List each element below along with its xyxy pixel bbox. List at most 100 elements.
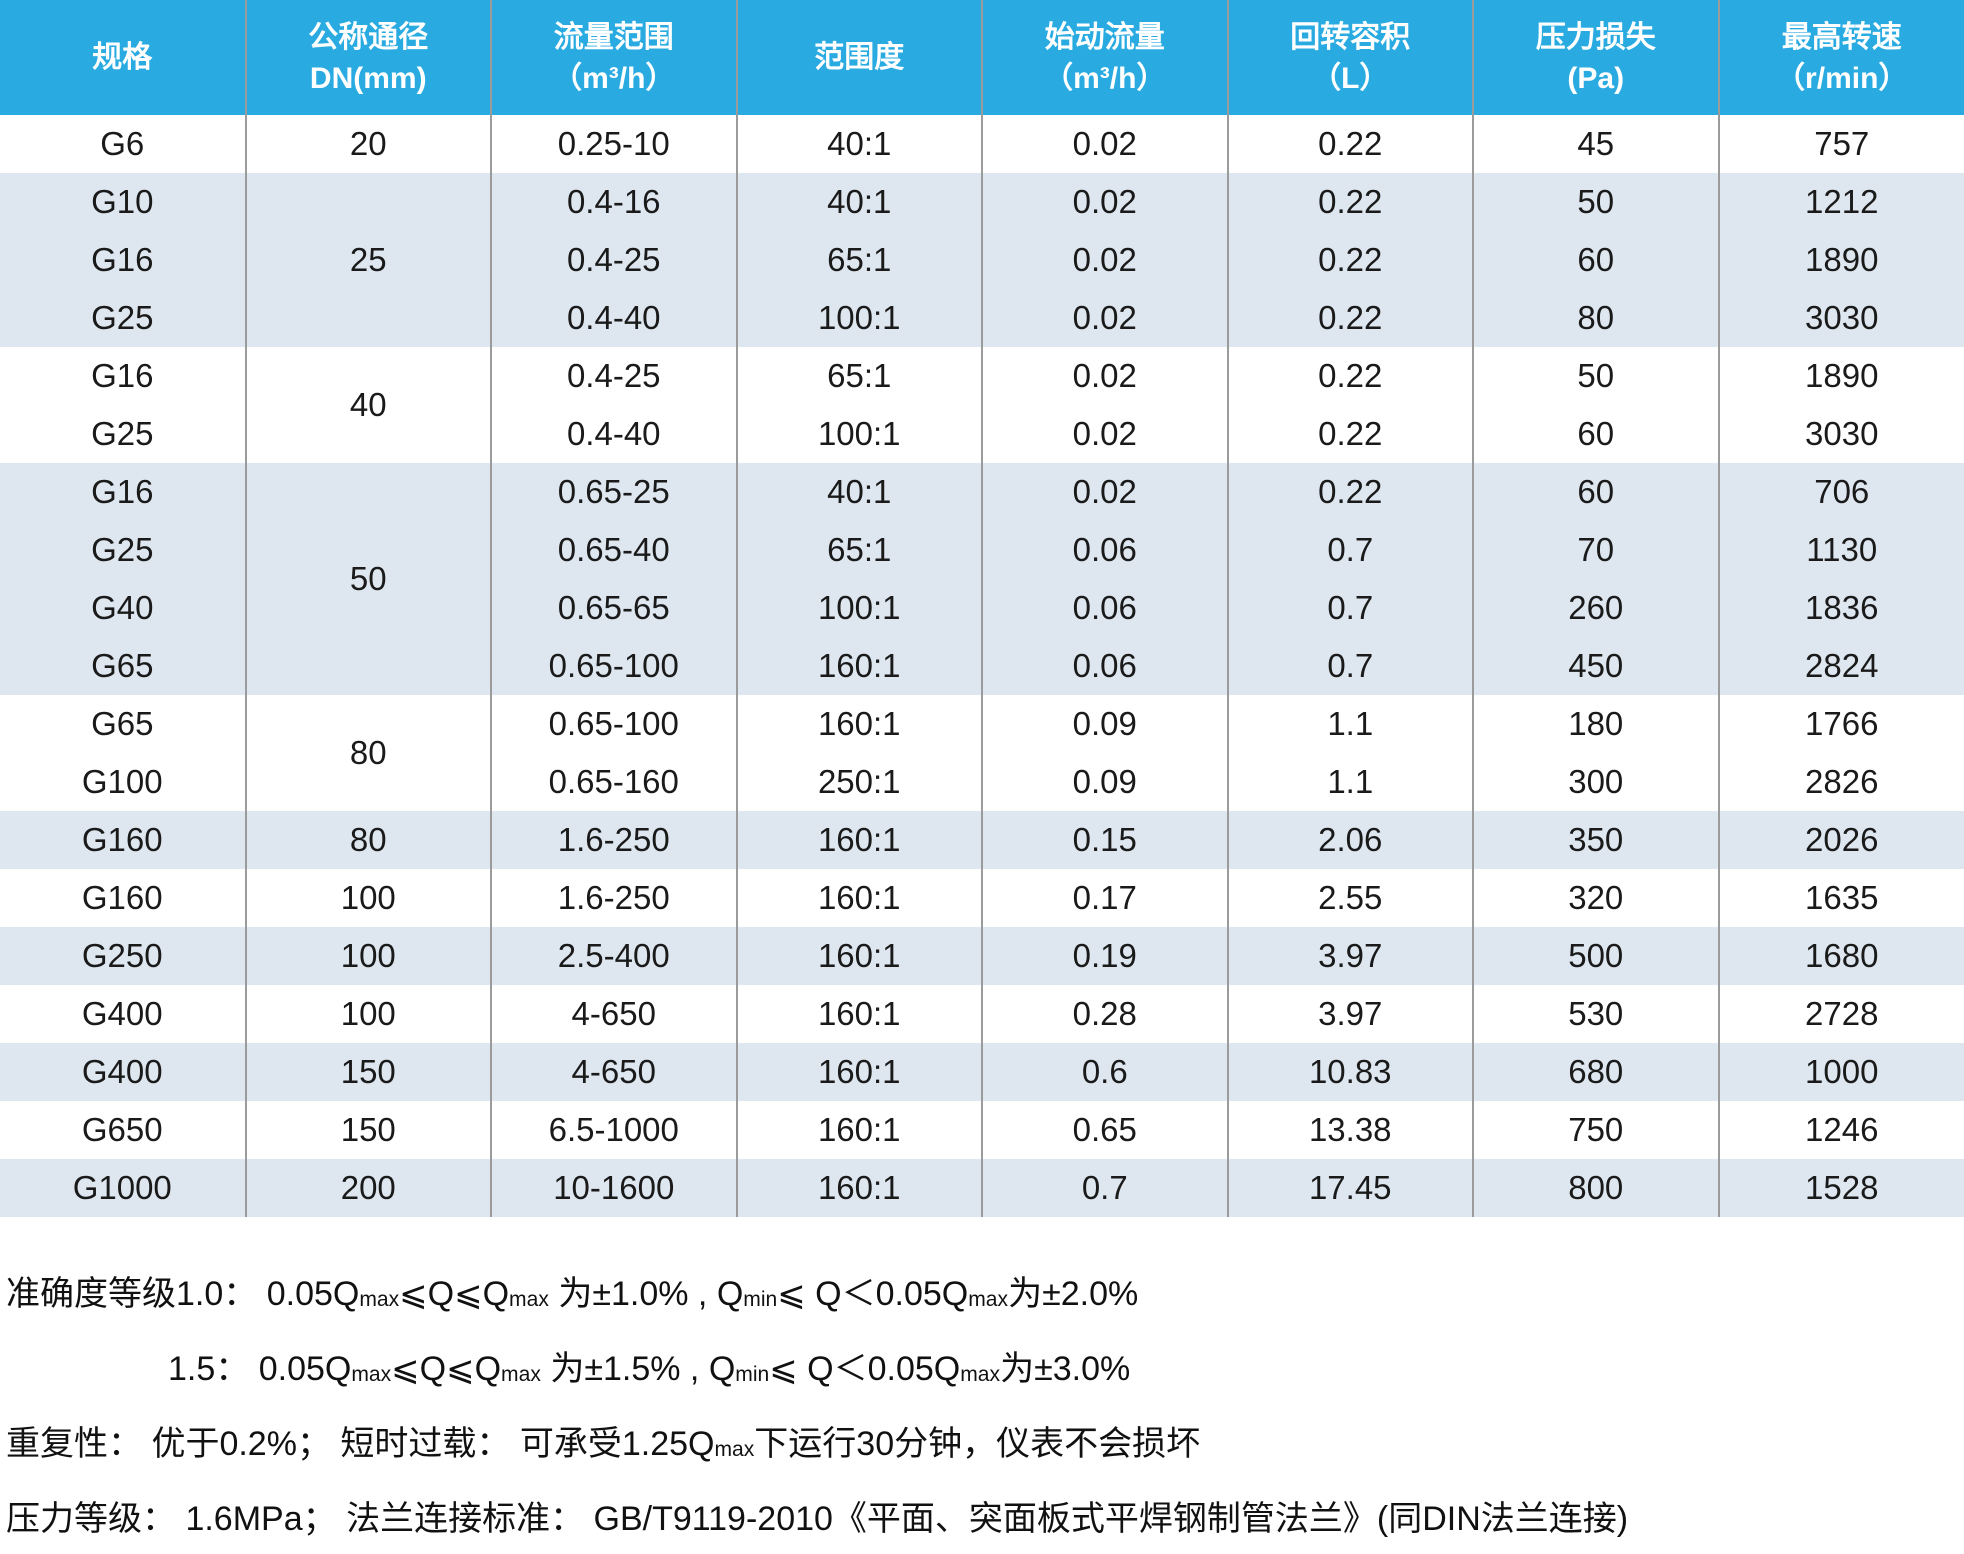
rangeability-cell: 100:1 xyxy=(737,579,983,637)
rotary-volume-cell: 2.55 xyxy=(1228,869,1474,927)
note-text: 为±1.5% , Q xyxy=(541,1350,735,1388)
start-flow-cell: 0.7 xyxy=(982,1159,1228,1217)
max-speed-cell: 2826 xyxy=(1719,753,1964,811)
rangeability-cell: 100:1 xyxy=(737,289,983,347)
column-header-8: 最高转速（r/min） xyxy=(1719,0,1964,115)
rangeability-cell: 160:1 xyxy=(737,1043,983,1101)
rangeability-cell: 160:1 xyxy=(737,869,983,927)
spec-cell: G400 xyxy=(0,985,246,1043)
spec-cell: G25 xyxy=(0,405,246,463)
start-flow-cell: 0.06 xyxy=(982,637,1228,695)
dn-cell: 150 xyxy=(246,1101,492,1159)
subscript-text: min xyxy=(743,1288,777,1311)
spec-cell: G160 xyxy=(0,869,246,927)
column-header-line2: （r/min） xyxy=(1720,58,1964,99)
flow-range-cell: 0.25-10 xyxy=(491,115,737,173)
note-line-2: 1.5： 0.05Qmax⩽Q⩽Qmax 为±1.5% , Qmin⩽ Q＜0.… xyxy=(6,1334,1964,1409)
max-speed-cell: 2728 xyxy=(1719,985,1964,1043)
flow-range-cell: 0.65-25 xyxy=(491,463,737,521)
start-flow-cell: 0.28 xyxy=(982,985,1228,1043)
rotary-volume-cell: 0.7 xyxy=(1228,637,1474,695)
start-flow-cell: 0.15 xyxy=(982,811,1228,869)
rangeability-cell: 160:1 xyxy=(737,1159,983,1217)
flow-range-cell: 0.65-65 xyxy=(491,579,737,637)
rotary-volume-cell: 0.22 xyxy=(1228,463,1474,521)
rangeability-cell: 160:1 xyxy=(737,1101,983,1159)
max-speed-cell: 2026 xyxy=(1719,811,1964,869)
rangeability-cell: 250:1 xyxy=(737,753,983,811)
dn-cell: 80 xyxy=(246,811,492,869)
pressure-loss-cell: 70 xyxy=(1473,521,1719,579)
column-header-7: 压力损失(Pa) xyxy=(1473,0,1719,115)
note-text: ⩽Q⩽Q xyxy=(399,1275,509,1313)
flow-range-cell: 0.4-25 xyxy=(491,347,737,405)
dn-cell: 150 xyxy=(246,1043,492,1101)
start-flow-cell: 0.19 xyxy=(982,927,1228,985)
rangeability-cell: 160:1 xyxy=(737,985,983,1043)
rotary-volume-cell: 1.1 xyxy=(1228,695,1474,753)
pressure-loss-cell: 800 xyxy=(1473,1159,1719,1217)
pressure-loss-cell: 750 xyxy=(1473,1101,1719,1159)
spec-cell: G16 xyxy=(0,231,246,289)
pressure-loss-cell: 500 xyxy=(1473,927,1719,985)
pressure-loss-cell: 180 xyxy=(1473,695,1719,753)
rotary-volume-cell: 13.38 xyxy=(1228,1101,1474,1159)
rangeability-cell: 65:1 xyxy=(737,231,983,289)
note-text: 为±3.0% xyxy=(1000,1350,1130,1388)
note-text: 为±2.0% xyxy=(1008,1275,1138,1313)
rotary-volume-cell: 0.7 xyxy=(1228,579,1474,637)
note-line-1: 准确度等级1.0： 0.05Qmax⩽Q⩽Qmax 为±1.0% , Qmin⩽… xyxy=(6,1259,1964,1334)
rotary-volume-cell: 0.22 xyxy=(1228,405,1474,463)
max-speed-cell: 3030 xyxy=(1719,289,1964,347)
rotary-volume-cell: 0.22 xyxy=(1228,115,1474,173)
rotary-volume-cell: 2.06 xyxy=(1228,811,1474,869)
spec-cell: G650 xyxy=(0,1101,246,1159)
pressure-loss-cell: 320 xyxy=(1473,869,1719,927)
dn-cell: 25 xyxy=(246,173,492,347)
rangeability-cell: 40:1 xyxy=(737,173,983,231)
start-flow-cell: 0.06 xyxy=(982,521,1228,579)
subscript-text: max xyxy=(714,1438,754,1461)
column-header-line1: 回转容积 xyxy=(1229,17,1473,58)
start-flow-cell: 0.02 xyxy=(982,231,1228,289)
spec-cell: G16 xyxy=(0,463,246,521)
pressure-loss-cell: 80 xyxy=(1473,289,1719,347)
spec-cell: G1000 xyxy=(0,1159,246,1217)
note-text: 准确度等级1.0： 0.05Q xyxy=(6,1275,359,1313)
flow-range-cell: 0.4-25 xyxy=(491,231,737,289)
max-speed-cell: 1246 xyxy=(1719,1101,1964,1159)
max-speed-cell: 1766 xyxy=(1719,695,1964,753)
start-flow-cell: 0.02 xyxy=(982,115,1228,173)
column-header-line1: 始动流量 xyxy=(983,17,1227,58)
rotary-volume-cell: 3.97 xyxy=(1228,927,1474,985)
flow-range-cell: 0.65-40 xyxy=(491,521,737,579)
dn-cell: 50 xyxy=(246,463,492,695)
rangeability-cell: 160:1 xyxy=(737,637,983,695)
pressure-loss-cell: 60 xyxy=(1473,231,1719,289)
flow-range-cell: 0.4-40 xyxy=(491,405,737,463)
rangeability-cell: 65:1 xyxy=(737,521,983,579)
column-header-line2: （m³/h） xyxy=(983,58,1227,99)
dn-cell: 20 xyxy=(246,115,492,173)
pressure-loss-cell: 60 xyxy=(1473,463,1719,521)
spec-cell: G6 xyxy=(0,115,246,173)
max-speed-cell: 1680 xyxy=(1719,927,1964,985)
start-flow-cell: 0.02 xyxy=(982,347,1228,405)
start-flow-cell: 0.02 xyxy=(982,405,1228,463)
max-speed-cell: 1890 xyxy=(1719,347,1964,405)
pressure-loss-cell: 60 xyxy=(1473,405,1719,463)
column-header-line2: （m³/h） xyxy=(492,58,736,99)
column-header-line2: （L） xyxy=(1229,58,1473,99)
spec-cell: G400 xyxy=(0,1043,246,1101)
note-text: 压力等级： 1.6MPa； 法兰连接标准： GB/T9119-2010《平面、突… xyxy=(6,1500,1628,1538)
start-flow-cell: 0.17 xyxy=(982,869,1228,927)
flow-range-cell: 4-650 xyxy=(491,1043,737,1101)
start-flow-cell: 0.6 xyxy=(982,1043,1228,1101)
flow-range-cell: 4-650 xyxy=(491,985,737,1043)
